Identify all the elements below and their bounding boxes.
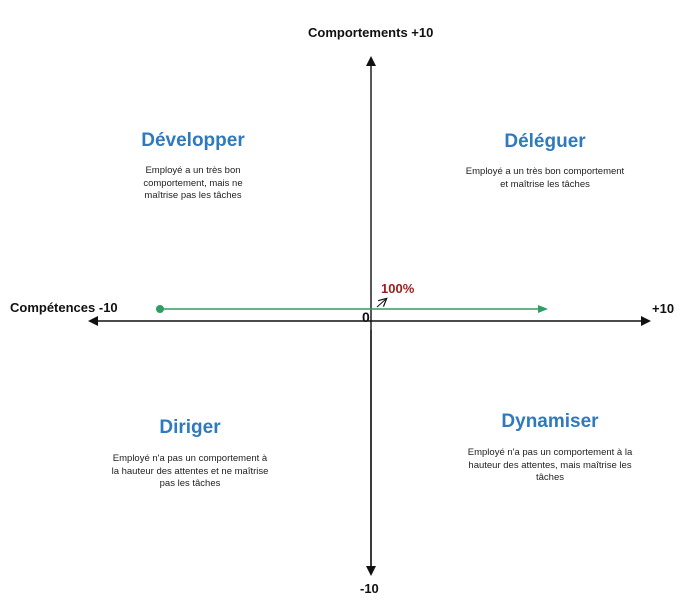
axis-right-label: +10 [652, 301, 675, 316]
quadrant-deleguer-description: Employé a un très bon comportement et ma… [465, 166, 625, 190]
percent-label: 100% [381, 281, 415, 296]
axis-bottom-label: -10 [360, 581, 379, 596]
axis-top-label: Comportements +10 [308, 25, 434, 40]
percent-pointer-arrow [376, 299, 386, 308]
origin-label: 0 [362, 309, 370, 325]
quadrant-diriger-description: Employé n'a pas un comportement à la hau… [111, 453, 269, 489]
axis-left-label: Compétences -10 [10, 300, 118, 315]
quadrant-deleguer-title: Déléguer [504, 131, 586, 152]
quadrant-developper-description: Employé a un très bon comportement, mais… [143, 165, 243, 201]
competence-indicator-start-dot [156, 305, 164, 313]
quadrant-diriger-title: Diriger [159, 417, 221, 438]
quadrant-developper-title: Développer [141, 130, 245, 151]
quadrant-dynamiser-description: Employé n'a pas un comportement à la hau… [467, 447, 633, 483]
quadrant-dynamiser-title: Dynamiser [501, 411, 599, 432]
